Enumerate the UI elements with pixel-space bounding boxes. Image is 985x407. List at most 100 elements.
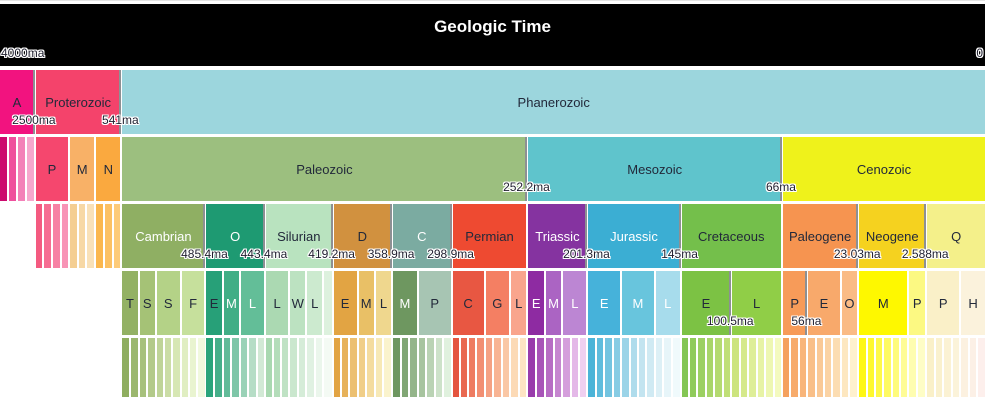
epoch-late-triassic[interactable]: L [563, 271, 587, 335]
period-devonian[interactable]: D 358.9ma [333, 204, 414, 268]
epoch-furongian[interactable]: F [181, 271, 205, 335]
age-cell[interactable] [681, 338, 688, 397]
age-cell[interactable] [766, 338, 773, 397]
period-carboniferous[interactable]: C 298.9ma [393, 204, 474, 268]
age-cell[interactable] [698, 338, 705, 397]
age-cell[interactable] [502, 338, 509, 397]
age-cell[interactable] [690, 338, 697, 397]
age-cell[interactable] [494, 338, 501, 397]
epoch-pliocene[interactable]: P [909, 271, 926, 335]
period-neogene[interactable]: Neogene 2.588ma [859, 204, 949, 268]
age-cell[interactable] [580, 338, 587, 397]
age-cell[interactable] [485, 338, 493, 397]
age-cell[interactable] [900, 338, 908, 397]
age-cell[interactable] [613, 338, 621, 397]
epoch-late-devonian[interactable]: L [375, 271, 392, 335]
epoch-paleocene[interactable]: P 56ma [782, 271, 821, 335]
age-cell[interactable] [706, 338, 714, 397]
age-cell[interactable] [469, 338, 476, 397]
period-silurian[interactable]: Silurian 419.2ma [265, 204, 355, 268]
period-jurassic[interactable]: Jurassic 145ma [588, 204, 698, 268]
age-cell[interactable] [875, 338, 883, 397]
age-cell[interactable] [418, 338, 426, 397]
period-ediacaran[interactable] [113, 204, 121, 268]
era-paleoarchean[interactable] [8, 137, 16, 201]
period-paleogene[interactable]: Paleogene 23.03ma [782, 204, 881, 268]
era-paleoproterozoic[interactable]: P [35, 137, 69, 201]
age-cell[interactable] [401, 338, 409, 397]
age-cell[interactable] [265, 338, 273, 397]
age-cell[interactable] [444, 338, 451, 397]
age-cell[interactable] [808, 338, 815, 397]
age-cell[interactable] [630, 338, 637, 397]
age-cell[interactable] [393, 338, 400, 397]
era-mesoarchean[interactable] [17, 137, 25, 201]
age-cell[interactable] [545, 338, 553, 397]
age-cell[interactable] [241, 338, 248, 397]
epoch-late-cretaceous[interactable]: L [732, 271, 781, 335]
epoch-terreneuvian[interactable]: T [122, 271, 138, 335]
epoch-early-cretaceous[interactable]: E 100.5ma [681, 271, 754, 335]
age-cell[interactable] [290, 338, 297, 397]
age-cell[interactable] [622, 338, 629, 397]
age-cell[interactable] [181, 338, 188, 397]
age-cell[interactable] [638, 338, 646, 397]
age-cell[interactable] [799, 338, 807, 397]
period-cambrian[interactable]: Cambrian 485.4ma [122, 204, 228, 268]
epoch-miocene[interactable]: M [859, 271, 908, 335]
age-cell[interactable] [918, 338, 926, 397]
age-cell[interactable] [816, 338, 824, 397]
epoch-lopingian[interactable]: L [510, 271, 527, 335]
epoch-late-ordovician[interactable]: L [241, 271, 264, 335]
age-cell[interactable] [774, 338, 781, 397]
age-cell[interactable] [927, 338, 934, 397]
period-calymmian[interactable] [70, 204, 77, 268]
age-cell[interactable] [782, 338, 790, 397]
age-cell[interactable] [740, 338, 748, 397]
age-cell[interactable] [892, 338, 899, 397]
age-cell[interactable] [884, 338, 891, 397]
era-eoarchean[interactable] [0, 137, 7, 201]
age-cell[interactable] [528, 338, 536, 397]
period-siderian[interactable] [35, 204, 43, 268]
age-cell[interactable] [477, 338, 484, 397]
age-cell[interactable] [833, 338, 840, 397]
age-cell[interactable] [215, 338, 222, 397]
period-permian[interactable]: Permian [452, 204, 527, 268]
epoch-early-ordovician[interactable]: E [206, 271, 222, 335]
age-cell[interactable] [315, 338, 323, 397]
epoch-oligocene[interactable]: O [841, 271, 858, 335]
epoch-mississippian[interactable]: M [393, 271, 417, 335]
period-ordovician[interactable]: O 443.4ma [206, 204, 287, 268]
epoch-late-jurassic[interactable]: L [655, 271, 680, 335]
age-cell[interactable] [672, 338, 680, 397]
age-cell[interactable] [715, 338, 722, 397]
period-rhyacian[interactable] [44, 204, 51, 268]
age-cell[interactable] [139, 338, 147, 397]
epoch-eocene[interactable]: E [808, 271, 840, 335]
age-cell[interactable] [452, 338, 459, 397]
age-cell[interactable] [978, 338, 985, 397]
age-cell[interactable] [791, 338, 798, 397]
eon-proterozoic[interactable]: Proterozoic 541ma [35, 70, 139, 134]
age-cell[interactable] [460, 338, 468, 397]
period-cryogenian[interactable] [104, 204, 112, 268]
age-cell[interactable] [198, 338, 205, 397]
age-cell[interactable] [723, 338, 731, 397]
age-cell[interactable] [749, 338, 756, 397]
age-cell[interactable] [554, 338, 562, 397]
age-cell[interactable] [324, 338, 332, 397]
epoch-early-triassic[interactable]: E [528, 271, 544, 335]
age-cell[interactable] [850, 338, 858, 397]
eon-phanerozoic[interactable]: Phanerozoic [122, 70, 985, 134]
age-cell[interactable] [969, 338, 977, 397]
epoch-middle-ordovician[interactable]: M [223, 271, 240, 335]
age-cell[interactable] [148, 338, 155, 397]
age-cell[interactable] [825, 338, 832, 397]
period-ectasian[interactable] [78, 204, 86, 268]
age-cell[interactable] [358, 338, 366, 397]
age-cell[interactable] [350, 338, 357, 397]
age-cell[interactable] [165, 338, 172, 397]
age-cell[interactable] [519, 338, 527, 397]
epoch-holocene[interactable]: H [961, 271, 985, 335]
